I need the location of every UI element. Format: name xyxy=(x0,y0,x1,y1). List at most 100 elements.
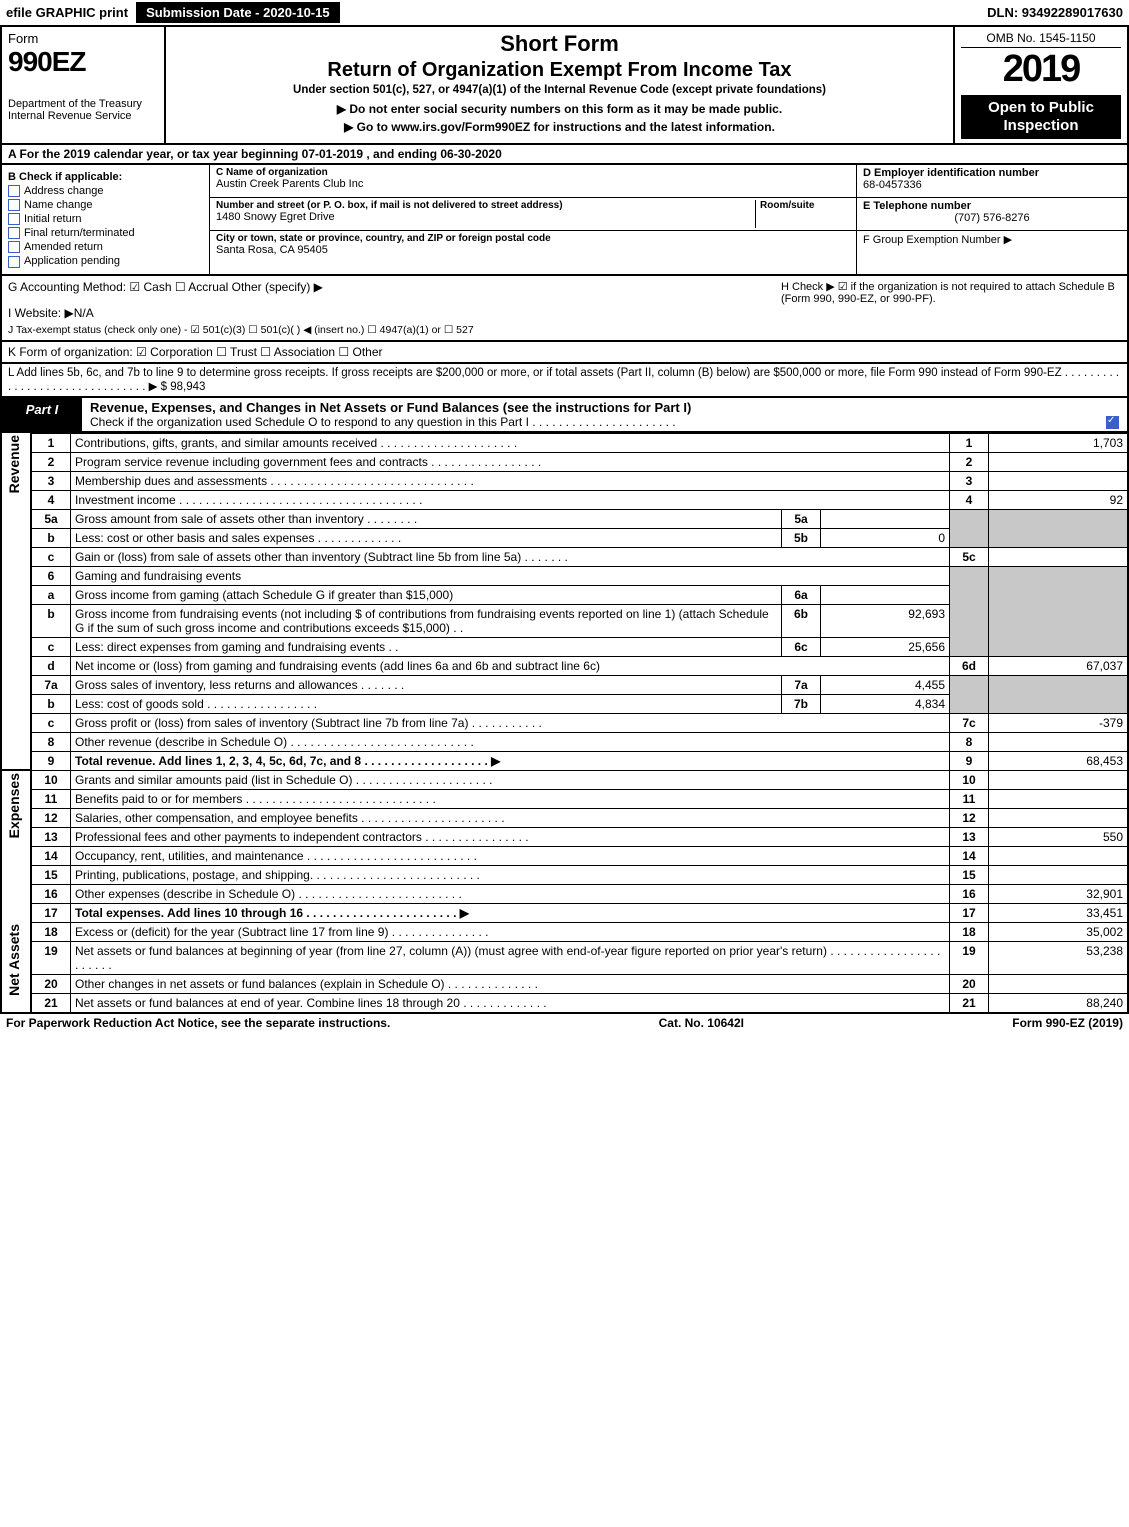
do-not-enter-note: ▶ Do not enter social security numbers o… xyxy=(172,102,947,116)
line-7c-val: -379 xyxy=(989,713,1129,732)
row-h-schedule-b: H Check ▶ ☑ if the organization is not r… xyxy=(781,280,1121,336)
line-19-ln: 19 xyxy=(950,941,989,974)
line-5c-ln: 5c xyxy=(950,547,989,566)
room-suite: Room/suite xyxy=(755,200,850,228)
line-6a-desc: Gross income from gaming (attach Schedul… xyxy=(71,585,782,604)
ein-row: D Employer identification number 68-0457… xyxy=(857,165,1127,198)
line-7b-desc: Less: cost of goods sold . . . . . . . .… xyxy=(71,694,782,713)
line-3-num: 3 xyxy=(31,471,71,490)
phone-value: (707) 576-8276 xyxy=(863,212,1121,224)
info-block: B Check if applicable: Address change Na… xyxy=(0,165,1129,276)
line-5b-desc: Less: cost or other basis and sales expe… xyxy=(71,528,782,547)
line-10-num: 10 xyxy=(31,770,71,789)
line-7-grey xyxy=(950,675,989,713)
header-form-id: Form 990EZ Department of the Treasury In… xyxy=(2,27,166,143)
part1-table: Revenue 1 Contributions, gifts, grants, … xyxy=(0,433,1129,1014)
org-addr: 1480 Snowy Egret Drive xyxy=(216,211,755,223)
line-6a-num: a xyxy=(31,585,71,604)
line-12-num: 12 xyxy=(31,808,71,827)
line-20-ln: 20 xyxy=(950,974,989,993)
line-9-ln: 9 xyxy=(950,751,989,770)
line-21-val: 88,240 xyxy=(989,993,1129,1013)
line-16-num: 16 xyxy=(31,884,71,903)
line-13-num: 13 xyxy=(31,827,71,846)
line-1-desc: Contributions, gifts, grants, and simila… xyxy=(71,433,950,452)
line-7c-ln: 7c xyxy=(950,713,989,732)
line-18-val: 35,002 xyxy=(989,922,1129,941)
line-6b-num: b xyxy=(31,604,71,637)
line-7a-desc: Gross sales of inventory, less returns a… xyxy=(71,675,782,694)
line-18-desc: Excess or (deficit) for the year (Subtra… xyxy=(71,922,950,941)
line-2-ln: 2 xyxy=(950,452,989,471)
footer-right: Form 990-EZ (2019) xyxy=(1012,1016,1123,1030)
line-5c-num: c xyxy=(31,547,71,566)
middle-block: G Accounting Method: ☑ Cash ☐ Accrual Ot… xyxy=(0,276,1129,342)
line-6b-desc: Gross income from fundraising events (no… xyxy=(71,604,782,637)
line-7b-num: b xyxy=(31,694,71,713)
line-20-num: 20 xyxy=(31,974,71,993)
line-15-desc: Printing, publications, postage, and shi… xyxy=(71,865,950,884)
line-7a-num: 7a xyxy=(31,675,71,694)
ein-label: D Employer identification number xyxy=(863,167,1121,179)
line-7a-sv: 4,455 xyxy=(821,675,950,694)
line-7c-num: c xyxy=(31,713,71,732)
line-4-desc: Investment income . . . . . . . . . . . … xyxy=(71,490,950,509)
revenue-section-label: Revenue xyxy=(1,433,31,751)
org-name: Austin Creek Parents Club Inc xyxy=(216,178,850,190)
line-7c-desc: Gross profit or (loss) from sales of inv… xyxy=(71,713,950,732)
line-18-ln: 18 xyxy=(950,922,989,941)
part1-header: Part I Revenue, Expenses, and Changes in… xyxy=(0,398,1129,433)
schedule-o-checkbox[interactable] xyxy=(1106,416,1119,429)
row-l-gross-receipts: L Add lines 5b, 6c, and 7b to line 9 to … xyxy=(0,364,1129,398)
line-21-desc: Net assets or fund balances at end of ye… xyxy=(71,993,950,1013)
middle-left: G Accounting Method: ☑ Cash ☐ Accrual Ot… xyxy=(8,280,748,336)
phone-label: E Telephone number xyxy=(863,200,1121,212)
top-bar: efile GRAPHIC print Submission Date - 20… xyxy=(0,0,1129,27)
return-title: Return of Organization Exempt From Incom… xyxy=(172,59,947,82)
line-10-ln: 10 xyxy=(950,770,989,789)
chk-initial-return[interactable]: Initial return xyxy=(8,213,203,225)
short-form-title: Short Form xyxy=(172,31,947,57)
chk-final-return[interactable]: Final return/terminated xyxy=(8,227,203,239)
org-addr-label: Number and street (or P. O. box, if mail… xyxy=(216,200,755,211)
line-9-val: 68,453 xyxy=(989,751,1129,770)
line-5a-num: 5a xyxy=(31,509,71,528)
page-footer: For Paperwork Reduction Act Notice, see … xyxy=(0,1014,1129,1032)
line-7-grey-val xyxy=(989,675,1129,713)
line-10-val xyxy=(989,770,1129,789)
chk-amended-return[interactable]: Amended return xyxy=(8,241,203,253)
netassets-section-label: Net Assets xyxy=(1,922,31,1013)
line-16-desc: Other expenses (describe in Schedule O) … xyxy=(71,884,950,903)
line-5b-sn: 5b xyxy=(782,528,821,547)
line-1-ln: 1 xyxy=(950,433,989,452)
org-city-row: City or town, state or province, country… xyxy=(210,231,856,263)
line-6d-desc: Net income or (loss) from gaming and fun… xyxy=(71,656,950,675)
irs-label: Internal Revenue Service xyxy=(8,110,158,122)
form-number: 990EZ xyxy=(8,46,158,78)
line-5a-sv xyxy=(821,509,950,528)
line-18-num: 18 xyxy=(31,922,71,941)
line-6-num: 6 xyxy=(31,566,71,585)
line-21-num: 21 xyxy=(31,993,71,1013)
phone-row: E Telephone number (707) 576-8276 xyxy=(857,198,1127,231)
line-3-desc: Membership dues and assessments . . . . … xyxy=(71,471,950,490)
line-6-grey-val xyxy=(989,566,1129,656)
part1-title: Revenue, Expenses, and Changes in Net As… xyxy=(82,398,1127,431)
chk-name-change[interactable]: Name change xyxy=(8,199,203,211)
chk-address-change[interactable]: Address change xyxy=(8,185,203,197)
col-b-title: B Check if applicable: xyxy=(8,171,203,183)
expenses-section-label: Expenses xyxy=(1,770,31,922)
line-6d-val: 67,037 xyxy=(989,656,1129,675)
line-6b-sv: 92,693 xyxy=(821,604,950,637)
chk-application-pending[interactable]: Application pending xyxy=(8,255,203,267)
footer-mid: Cat. No. 10642I xyxy=(659,1016,744,1030)
line-5-grey-val xyxy=(989,509,1129,547)
submission-date-button[interactable]: Submission Date - 2020-10-15 xyxy=(136,2,340,23)
open-public-badge: Open to Public Inspection xyxy=(961,95,1121,139)
efile-label: efile GRAPHIC print xyxy=(6,5,128,20)
line-14-ln: 14 xyxy=(950,846,989,865)
line-5a-sn: 5a xyxy=(782,509,821,528)
col-b-checkboxes: B Check if applicable: Address change Na… xyxy=(2,165,210,274)
ein-value: 68-0457336 xyxy=(863,179,1121,191)
goto-link[interactable]: ▶ Go to www.irs.gov/Form990EZ for instru… xyxy=(172,120,947,134)
